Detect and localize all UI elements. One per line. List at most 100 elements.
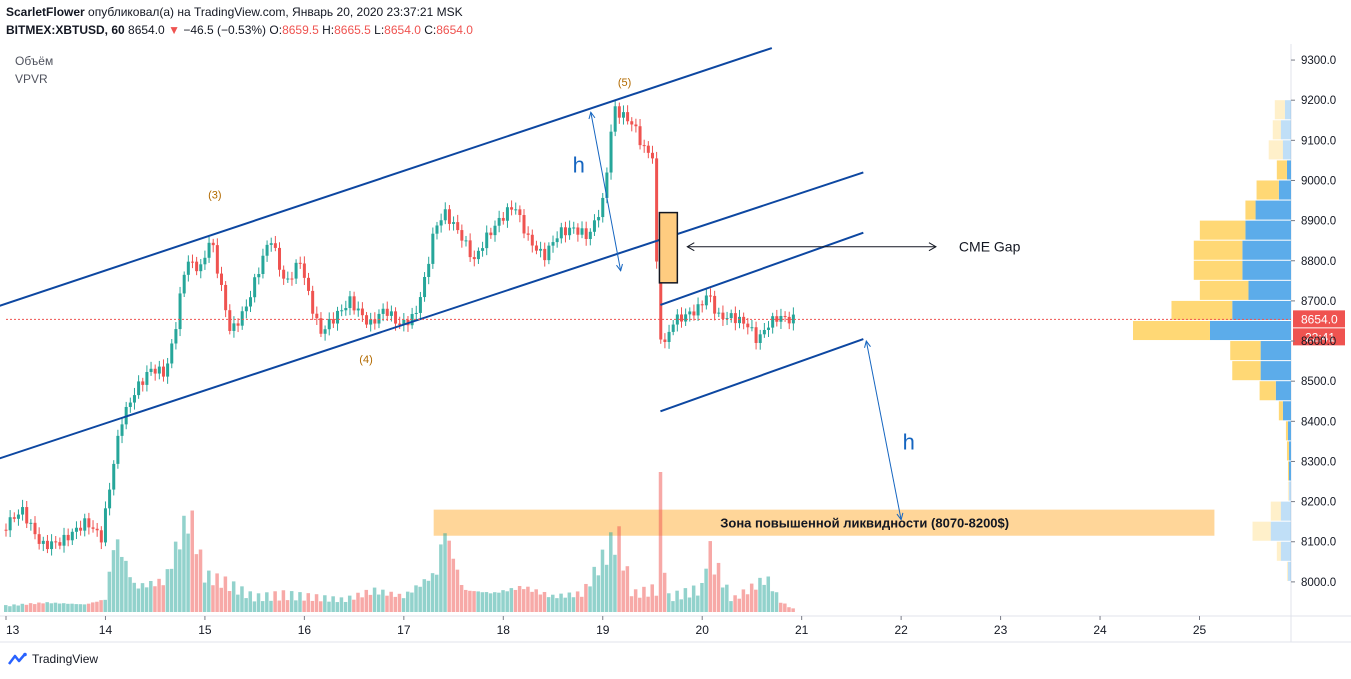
candle-body xyxy=(460,230,464,241)
candle-body xyxy=(439,220,443,226)
candle-body xyxy=(323,329,327,334)
ohlc-close: 8654.0 xyxy=(436,23,473,37)
candle-body xyxy=(66,534,70,541)
volume-bar xyxy=(546,597,551,612)
candle-body xyxy=(265,244,269,256)
volume-bar xyxy=(289,591,294,612)
vpvr-down-bar xyxy=(1199,220,1246,240)
volume-bar xyxy=(165,569,170,612)
symbol-name[interactable]: BITMEX:XBTUSD, 60 xyxy=(6,23,125,37)
price-chart[interactable]: Зона повышенной ликвидности (8070-8200$)… xyxy=(0,40,1351,646)
volume-bar xyxy=(389,591,393,612)
volume-bar xyxy=(99,600,103,612)
candle-body xyxy=(352,296,356,311)
volume-bar xyxy=(53,602,58,612)
candle-body xyxy=(178,293,182,330)
candle-body xyxy=(232,323,236,331)
volume-bar xyxy=(505,591,509,612)
volume-bar xyxy=(592,566,596,612)
candle-body xyxy=(443,209,447,221)
channel-line xyxy=(660,338,864,413)
volume-bar xyxy=(654,595,659,612)
volume-bar xyxy=(144,587,149,612)
candle-body xyxy=(33,522,37,535)
volume-bar xyxy=(186,533,190,612)
volume-bar xyxy=(327,601,331,612)
volume-bar xyxy=(169,568,174,612)
candle-body xyxy=(592,220,596,232)
candle-body xyxy=(414,312,418,314)
x-tick-label: 18 xyxy=(497,623,511,637)
candle-body xyxy=(166,363,170,377)
y-tick-label: 9000.0 xyxy=(1301,175,1336,187)
volume-bar xyxy=(538,594,543,612)
candle-body xyxy=(696,304,700,316)
candle-body xyxy=(319,318,323,334)
candle-body xyxy=(758,334,762,343)
candle-body xyxy=(282,269,286,279)
candle-body xyxy=(215,245,219,274)
cme-gap-label: CME Gap xyxy=(959,239,1021,255)
y-tick-label: 8100.0 xyxy=(1301,537,1336,549)
ohlc-open-label: O: xyxy=(269,23,283,37)
candle-body xyxy=(199,264,203,272)
candle-body xyxy=(431,233,435,264)
volume-bar xyxy=(285,600,290,612)
tradingview-logo[interactable]: TradingView xyxy=(6,652,98,666)
volume-bar xyxy=(49,603,54,612)
tradingview-brand: TradingView xyxy=(32,652,99,666)
candle-body xyxy=(290,278,294,280)
candle-body xyxy=(153,368,157,374)
author-name[interactable]: ScarletFlower xyxy=(6,5,85,19)
candle-body xyxy=(249,297,253,307)
volume-bar xyxy=(178,549,182,612)
candle-body xyxy=(559,227,563,239)
volume-bar xyxy=(381,589,385,612)
candle-body xyxy=(137,381,141,396)
vpvr-up-bar xyxy=(1242,260,1291,280)
candle-body xyxy=(601,197,605,218)
vpvr-down-bar xyxy=(1276,541,1281,561)
candle-body xyxy=(203,257,207,265)
candle-body xyxy=(381,308,385,314)
candle-body xyxy=(530,234,534,246)
candle-body xyxy=(219,273,223,285)
vpvr-up-bar xyxy=(1278,180,1291,200)
wave-label: (4) xyxy=(359,354,372,366)
candle-body xyxy=(186,261,190,275)
volume-bar xyxy=(306,593,311,612)
candle-body xyxy=(8,517,12,531)
candle-body xyxy=(29,522,33,524)
y-tick-label: 8000.0 xyxy=(1301,577,1336,589)
volume-bar xyxy=(111,550,116,612)
candle-body xyxy=(497,217,501,226)
volume-bar xyxy=(302,600,306,612)
candle-body xyxy=(207,242,211,258)
candle-body xyxy=(50,541,54,550)
candle-body xyxy=(679,314,683,322)
candle-body xyxy=(128,402,132,407)
vpvr-down-bar xyxy=(1272,120,1281,140)
candle-body xyxy=(240,311,244,326)
candle-body xyxy=(141,381,145,385)
candle-body xyxy=(539,248,543,251)
vpvr-up-bar xyxy=(1232,300,1291,320)
volume-bar xyxy=(66,603,70,612)
candle-body xyxy=(157,366,161,374)
volume-bar xyxy=(281,590,286,612)
volume-bar xyxy=(430,573,435,612)
vpvr-down-bar xyxy=(1252,521,1271,541)
volume-bar xyxy=(754,589,758,612)
candle-body xyxy=(642,145,646,147)
vpvr-up-bar xyxy=(1288,481,1291,501)
volume-bar xyxy=(617,526,621,612)
volume-bar xyxy=(277,600,282,612)
volume-bar xyxy=(762,584,766,612)
indicator-label: Объём xyxy=(15,54,53,68)
y-tick-label: 9200.0 xyxy=(1301,95,1336,107)
candle-body xyxy=(228,310,232,331)
volume-bar xyxy=(497,592,501,612)
candle-body xyxy=(617,106,621,118)
candle-body xyxy=(149,368,153,372)
volume-bar xyxy=(426,580,431,612)
